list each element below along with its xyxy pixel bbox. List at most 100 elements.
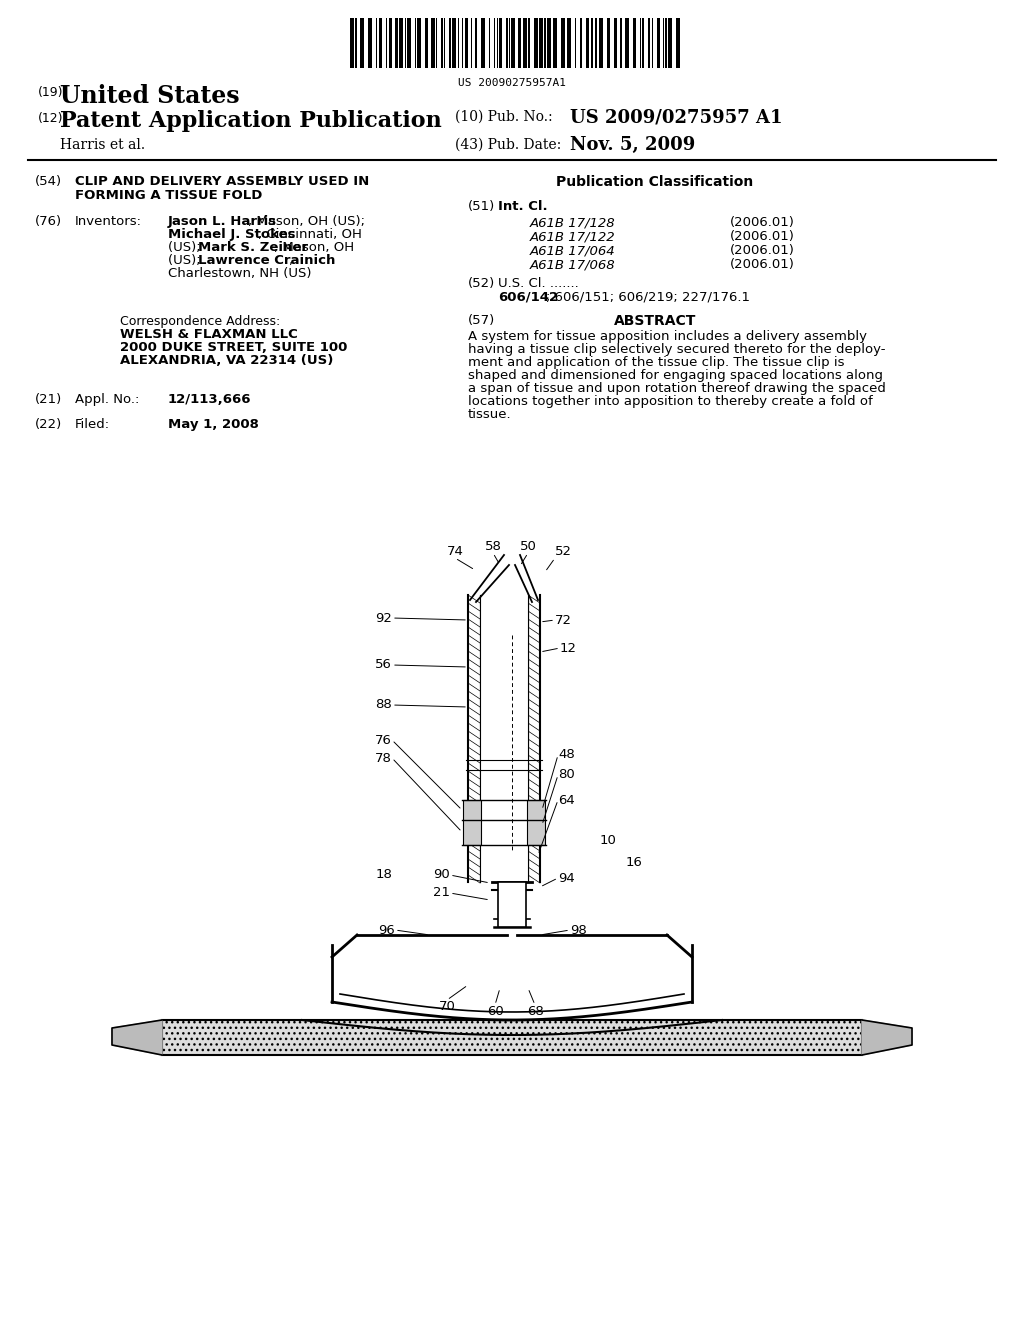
Bar xyxy=(498,882,526,927)
Text: 18: 18 xyxy=(375,869,392,882)
Text: 56: 56 xyxy=(375,659,392,672)
Bar xyxy=(666,18,667,69)
Text: 80: 80 xyxy=(558,768,574,781)
Text: 48: 48 xyxy=(558,748,574,762)
Text: 21: 21 xyxy=(433,887,450,899)
Text: 90: 90 xyxy=(433,869,450,882)
Bar xyxy=(394,18,397,69)
Text: (2006.01): (2006.01) xyxy=(730,216,795,228)
Text: tissue.: tissue. xyxy=(468,408,512,421)
Bar xyxy=(528,18,530,69)
Text: (2006.01): (2006.01) xyxy=(730,257,795,271)
Text: A61B 17/128: A61B 17/128 xyxy=(530,216,615,228)
Bar xyxy=(408,18,412,69)
Text: ALEXANDRIA, VA 22314 (US): ALEXANDRIA, VA 22314 (US) xyxy=(120,354,334,367)
Text: Jason L. Harris: Jason L. Harris xyxy=(168,215,278,228)
Text: 10: 10 xyxy=(600,833,616,846)
Bar xyxy=(379,18,382,69)
Bar xyxy=(463,800,481,845)
Text: 96: 96 xyxy=(378,924,395,936)
Text: 12/113,666: 12/113,666 xyxy=(168,393,252,407)
Bar xyxy=(368,18,372,69)
Text: 606/142: 606/142 xyxy=(498,290,558,304)
Bar xyxy=(544,18,546,69)
Text: (10) Pub. No.:: (10) Pub. No.: xyxy=(455,110,553,124)
Text: 60: 60 xyxy=(486,1005,504,1018)
Text: US 20090275957A1: US 20090275957A1 xyxy=(458,78,566,88)
Text: (US);: (US); xyxy=(168,253,205,267)
Text: 64: 64 xyxy=(558,793,574,807)
Bar xyxy=(511,18,514,69)
Bar xyxy=(523,18,527,69)
Text: 50: 50 xyxy=(519,540,537,553)
Text: 94: 94 xyxy=(558,871,574,884)
Text: Mark S. Zeiner: Mark S. Zeiner xyxy=(198,242,308,253)
Bar xyxy=(613,18,616,69)
Text: 78: 78 xyxy=(375,751,392,764)
Bar xyxy=(398,18,402,69)
Text: Correspondence Address:: Correspondence Address: xyxy=(120,315,281,327)
Text: A61B 17/122: A61B 17/122 xyxy=(530,230,615,243)
Text: U.S. Cl. .......: U.S. Cl. ....... xyxy=(498,277,579,290)
Bar xyxy=(355,18,357,69)
Text: ; 606/151; 606/219; 227/176.1: ; 606/151; 606/219; 227/176.1 xyxy=(546,290,750,304)
Bar xyxy=(425,18,428,69)
Text: Lawrence Crainich: Lawrence Crainich xyxy=(198,253,336,267)
Text: ABSTRACT: ABSTRACT xyxy=(613,314,696,327)
Text: (19): (19) xyxy=(38,86,63,99)
Text: (2006.01): (2006.01) xyxy=(730,230,795,243)
Bar xyxy=(359,18,364,69)
Text: 92: 92 xyxy=(375,611,392,624)
Text: Appl. No.:: Appl. No.: xyxy=(75,393,139,407)
Text: 98: 98 xyxy=(570,924,587,936)
Text: (22): (22) xyxy=(35,418,62,432)
Bar xyxy=(499,18,502,69)
Text: ,: , xyxy=(288,253,292,267)
Bar xyxy=(452,18,456,69)
Bar xyxy=(547,18,551,69)
Text: 68: 68 xyxy=(526,1005,544,1018)
Text: 58: 58 xyxy=(484,540,502,553)
Bar xyxy=(431,18,435,69)
Bar xyxy=(657,18,660,69)
Text: Filed:: Filed: xyxy=(75,418,111,432)
Text: United States: United States xyxy=(60,84,240,108)
Text: (57): (57) xyxy=(468,314,496,327)
Bar xyxy=(553,18,557,69)
Text: (21): (21) xyxy=(35,393,62,407)
Text: 88: 88 xyxy=(375,698,392,711)
Bar xyxy=(475,18,477,69)
Bar xyxy=(480,595,528,882)
Text: (52): (52) xyxy=(468,277,496,290)
Bar xyxy=(648,18,650,69)
Text: (51): (51) xyxy=(468,201,496,213)
Bar xyxy=(634,18,636,69)
Bar xyxy=(518,18,521,69)
Text: (US);: (US); xyxy=(168,242,205,253)
Bar xyxy=(606,18,609,69)
Bar xyxy=(162,1020,862,1055)
Bar xyxy=(595,18,597,69)
Bar xyxy=(642,18,644,69)
Bar xyxy=(535,18,539,69)
Text: May 1, 2008: May 1, 2008 xyxy=(168,418,259,432)
Text: ment and application of the tissue clip. The tissue clip is: ment and application of the tissue clip.… xyxy=(468,356,845,370)
Text: locations together into apposition to thereby create a fold of: locations together into apposition to th… xyxy=(468,395,872,408)
Bar xyxy=(540,18,544,69)
Bar xyxy=(586,18,589,69)
Text: (12): (12) xyxy=(38,112,63,125)
Text: 70: 70 xyxy=(438,1001,456,1012)
Text: 12: 12 xyxy=(560,642,577,655)
Bar xyxy=(580,18,582,69)
Bar xyxy=(527,800,545,845)
Text: 74: 74 xyxy=(446,545,464,558)
Polygon shape xyxy=(112,1020,162,1055)
Bar xyxy=(350,18,354,69)
Bar xyxy=(465,18,468,69)
Text: Patent Application Publication: Patent Application Publication xyxy=(60,110,441,132)
Bar xyxy=(676,18,680,69)
Text: FORMING A TISSUE FOLD: FORMING A TISSUE FOLD xyxy=(75,189,262,202)
Text: Harris et al.: Harris et al. xyxy=(60,139,145,152)
Text: 2000 DUKE STREET, SUITE 100: 2000 DUKE STREET, SUITE 100 xyxy=(120,341,347,354)
Polygon shape xyxy=(862,1020,912,1055)
